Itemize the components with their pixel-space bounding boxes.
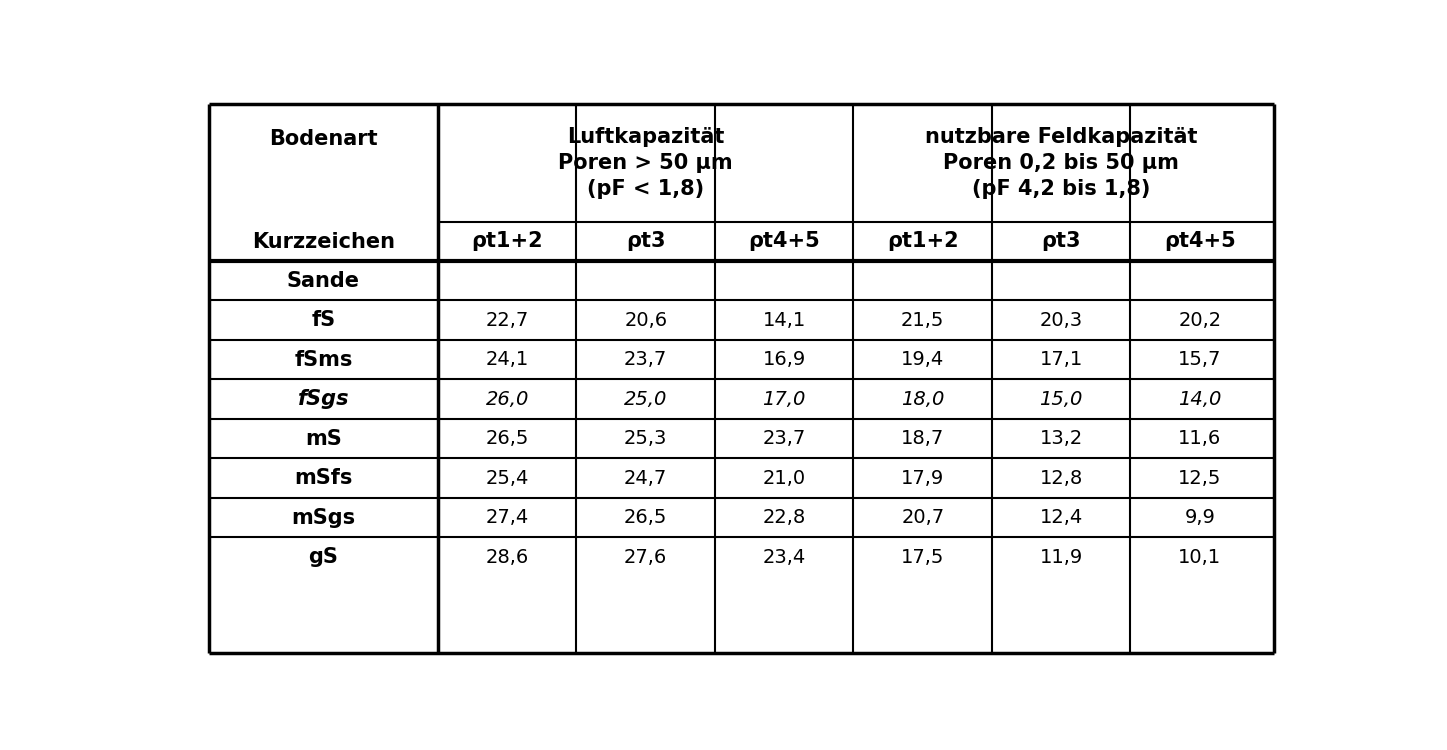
Text: fS: fS — [311, 310, 336, 330]
Text: 17,5: 17,5 — [901, 548, 945, 566]
Text: 10,1: 10,1 — [1178, 548, 1221, 566]
Text: 13,2: 13,2 — [1039, 429, 1082, 448]
Text: mSfs: mSfs — [294, 468, 353, 488]
Text: 27,4: 27,4 — [486, 508, 528, 527]
Text: 16,9: 16,9 — [763, 350, 806, 369]
Text: 26,5: 26,5 — [624, 508, 667, 527]
Text: 24,1: 24,1 — [486, 350, 528, 369]
Text: ρt1+2: ρt1+2 — [887, 231, 958, 251]
Text: Luftkapazität
Poren > 50 μm
(pF < 1,8): Luftkapazität Poren > 50 μm (pF < 1,8) — [559, 127, 734, 200]
Text: Bodenart: Bodenart — [269, 129, 378, 149]
Text: 18,0: 18,0 — [901, 389, 945, 409]
Text: 23,4: 23,4 — [763, 548, 806, 566]
Text: 22,7: 22,7 — [486, 310, 528, 329]
Text: ρt4+5: ρt4+5 — [1163, 231, 1236, 251]
Text: 20,2: 20,2 — [1178, 310, 1221, 329]
Text: 9,9: 9,9 — [1184, 508, 1215, 527]
Text: 17,1: 17,1 — [1039, 350, 1082, 369]
Text: ρt4+5: ρt4+5 — [748, 231, 820, 251]
Text: 11,9: 11,9 — [1039, 548, 1082, 566]
Text: 20,3: 20,3 — [1039, 310, 1082, 329]
Text: ρt1+2: ρt1+2 — [472, 231, 543, 251]
Text: 15,0: 15,0 — [1039, 389, 1082, 409]
Text: mS: mS — [305, 428, 341, 448]
Text: nutzbare Feldkapazität
Poren 0,2 bis 50 μm
(pF 4,2 bis 1,8): nutzbare Feldkapazität Poren 0,2 bis 50 … — [925, 127, 1198, 200]
Text: 21,5: 21,5 — [901, 310, 945, 329]
Text: gS: gS — [308, 547, 339, 567]
Text: ρt3: ρt3 — [627, 231, 666, 251]
Text: 25,0: 25,0 — [624, 389, 667, 409]
Text: 25,3: 25,3 — [624, 429, 667, 448]
Text: 27,6: 27,6 — [624, 548, 667, 566]
Text: 20,7: 20,7 — [901, 508, 945, 527]
Text: 26,0: 26,0 — [486, 389, 530, 409]
Text: 18,7: 18,7 — [901, 429, 945, 448]
Text: 14,0: 14,0 — [1178, 389, 1221, 409]
Text: mSgs: mSgs — [291, 508, 356, 527]
Text: 20,6: 20,6 — [624, 310, 667, 329]
Text: 22,8: 22,8 — [763, 508, 806, 527]
Text: 24,7: 24,7 — [624, 469, 667, 488]
Text: 12,5: 12,5 — [1178, 469, 1221, 488]
Text: Kurzzeichen: Kurzzeichen — [252, 232, 395, 252]
Text: 23,7: 23,7 — [763, 429, 806, 448]
Text: 12,8: 12,8 — [1039, 469, 1082, 488]
Text: ρt3: ρt3 — [1042, 231, 1081, 251]
Text: 14,1: 14,1 — [763, 310, 806, 329]
Text: 21,0: 21,0 — [763, 469, 806, 488]
Text: 12,4: 12,4 — [1039, 508, 1082, 527]
Text: 23,7: 23,7 — [624, 350, 667, 369]
Text: 17,0: 17,0 — [763, 389, 806, 409]
Text: 26,5: 26,5 — [486, 429, 530, 448]
Text: 25,4: 25,4 — [486, 469, 530, 488]
Text: 28,6: 28,6 — [486, 548, 528, 566]
Text: fSgs: fSgs — [298, 389, 349, 409]
Text: 17,9: 17,9 — [901, 469, 945, 488]
Text: 11,6: 11,6 — [1178, 429, 1221, 448]
Text: 15,7: 15,7 — [1178, 350, 1221, 369]
Text: Sande: Sande — [287, 271, 360, 290]
Text: fSms: fSms — [294, 350, 353, 370]
Text: 19,4: 19,4 — [901, 350, 945, 369]
